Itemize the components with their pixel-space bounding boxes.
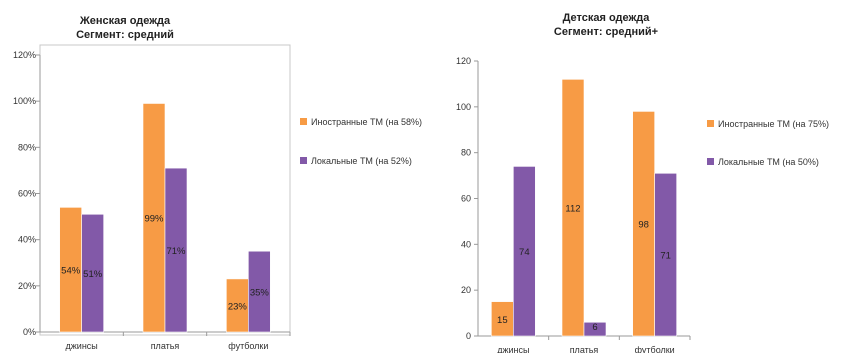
data-label: 98: [638, 220, 649, 231]
data-label: 35%: [250, 288, 270, 299]
data-label: 74: [519, 247, 530, 258]
y-tick-label: 120: [456, 56, 471, 66]
y-tick-label: 60: [461, 194, 471, 204]
bar-local: [654, 172, 677, 337]
legend-swatch: [300, 118, 307, 125]
y-tick-label: 0: [466, 331, 471, 341]
y-tick-label: 100: [456, 102, 471, 112]
bar-local: [81, 213, 104, 333]
data-label: 71%: [166, 246, 186, 257]
data-label: 15: [497, 315, 508, 326]
legend-swatch: [300, 157, 307, 164]
chart-right: Детская одежда Сегмент: средний+: [554, 12, 658, 38]
x-tick-label: платья: [570, 345, 599, 353]
x-tick-label: футболки: [228, 341, 268, 351]
bar-local: [164, 167, 188, 333]
chart-left-marks: 0% 20% 40% 60% 80% 100% 120% джинсы 54% 51% платья…: [13, 50, 422, 351]
x-tick-label: джинсы: [497, 345, 529, 353]
y-tick-label: 100%: [13, 96, 36, 106]
y-tick-label: 20%: [18, 281, 36, 291]
bar-local: [583, 321, 607, 337]
data-label: 112: [565, 204, 580, 215]
legend-label: Локальные ТМ (на 50%): [718, 157, 819, 167]
y-tick-label: 20: [461, 285, 471, 295]
y-tick-label: 80%: [18, 142, 36, 152]
chart-left-title: Женская одежда: [79, 15, 171, 27]
y-tick-label: 60%: [18, 189, 36, 199]
chart-right-marks: 0 20 40 60 80 100 120 джинсы 15 74 платья 112 6 футбо…: [456, 56, 829, 353]
chart-left: Женская одежда Сегмент: средний: [39, 15, 291, 336]
legend-swatch: [707, 158, 714, 165]
y-tick-label: 120%: [13, 50, 36, 60]
x-tick-label: платья: [151, 341, 180, 351]
data-label: 23%: [228, 301, 248, 312]
legend-label: Иностранные ТМ (на 58%): [311, 117, 422, 127]
legend-label: Локальные ТМ (на 52%): [311, 156, 412, 166]
data-label: 99%: [144, 214, 164, 225]
legend-label: Иностранные ТМ (на 75%): [718, 119, 829, 129]
data-label: 6: [592, 322, 597, 333]
y-tick-label: 40: [461, 239, 471, 249]
chart-right-subtitle: Сегмент: средний+: [554, 26, 658, 38]
data-label: 51%: [83, 269, 103, 280]
y-tick-label: 0%: [23, 327, 36, 337]
chart-left-subtitle: Сегмент: средний: [76, 29, 174, 41]
bar-local: [248, 250, 271, 333]
chart-right-title: Детская одежда: [563, 12, 651, 24]
y-tick-label: 80: [461, 148, 471, 158]
y-tick-label: 40%: [18, 235, 36, 245]
x-tick-label: джинсы: [66, 341, 98, 351]
x-tick-label: футболки: [635, 345, 675, 353]
bar-foreign: [561, 79, 585, 337]
bar-local: [513, 166, 536, 337]
data-label: 71: [660, 251, 671, 262]
legend-swatch: [707, 120, 714, 127]
data-label: 54%: [61, 266, 81, 277]
